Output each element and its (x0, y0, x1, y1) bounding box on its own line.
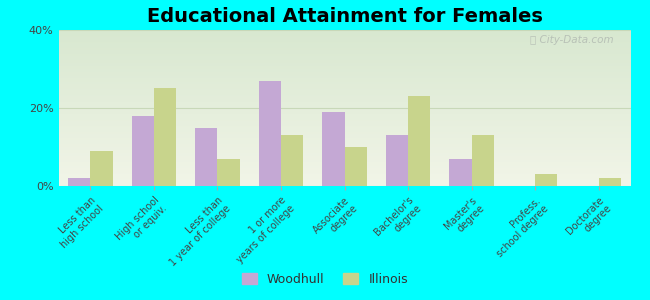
Bar (408, 96, 430, 186)
Legend: Woodhull, Illinois: Woodhull, Illinois (237, 268, 413, 291)
Bar (195, 128, 217, 186)
Bar (217, 159, 240, 186)
Bar (281, 135, 303, 186)
Bar (90, 151, 112, 186)
Bar (449, 159, 472, 186)
Bar (386, 135, 408, 186)
Bar (154, 88, 176, 186)
Bar (599, 178, 621, 186)
Text: Ⓢ City-Data.com: Ⓢ City-Data.com (530, 35, 614, 45)
Bar (344, 147, 367, 186)
Bar (68, 178, 90, 186)
Bar (535, 174, 558, 186)
Bar (322, 112, 344, 186)
Bar (259, 81, 281, 186)
Bar (131, 116, 154, 186)
Bar (472, 135, 494, 186)
Title: Educational Attainment for Females: Educational Attainment for Females (146, 7, 543, 26)
